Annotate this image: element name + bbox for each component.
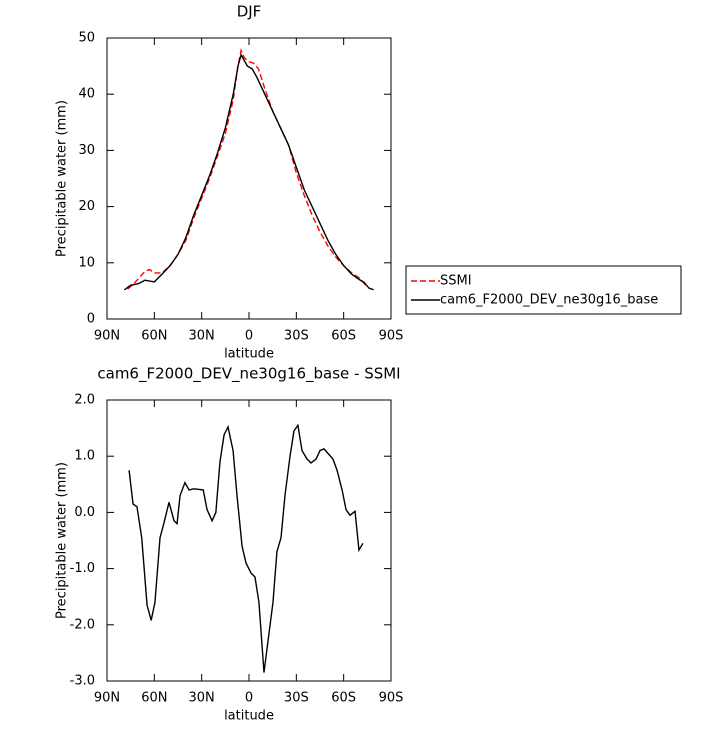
x-tick-label: 30N <box>189 691 215 706</box>
x-tick-label: 90S <box>379 329 404 344</box>
x-tick-label: 30N <box>189 329 215 344</box>
y-tick-label: 50 <box>78 31 95 46</box>
legend-label: SSMI <box>440 274 472 289</box>
y-tick-label: 0 <box>87 312 95 327</box>
data-line <box>127 48 367 290</box>
y-axis-label: Precipitable water (mm) <box>55 462 70 619</box>
y-tick-label: -3.0 <box>70 674 95 689</box>
chart-title: DJF <box>237 3 262 21</box>
x-tick-label: 0 <box>245 691 253 706</box>
y-tick-label: -2.0 <box>70 617 95 632</box>
x-tick-label: 60N <box>141 691 167 706</box>
legend-box <box>405 265 682 315</box>
y-tick-label: 1.0 <box>74 449 95 464</box>
y-tick-label: 40 <box>78 87 95 102</box>
y-tick-label: 2.0 <box>74 393 95 408</box>
y-tick-label: 20 <box>78 199 95 214</box>
x-tick-label: 30S <box>284 691 309 706</box>
legend-label: cam6_F2000_DEV_ne30g16_base <box>440 293 658 308</box>
x-tick-label: 30S <box>284 329 309 344</box>
y-tick-label: 0.0 <box>74 505 95 520</box>
x-axis-label: latitude <box>224 347 274 362</box>
data-line <box>128 423 364 673</box>
x-tick-label: 90S <box>379 691 404 706</box>
y-tick-label: 30 <box>78 143 95 158</box>
y-axis-label: Precipitable water (mm) <box>55 100 70 257</box>
x-tick-label: 60S <box>331 329 356 344</box>
x-tick-label: 90N <box>94 691 120 706</box>
x-tick-label: 60N <box>141 329 167 344</box>
x-tick-label: 90N <box>94 329 120 344</box>
y-tick-label: -1.0 <box>70 561 95 576</box>
data-line <box>123 53 374 291</box>
x-axis-label: latitude <box>224 709 274 724</box>
chart-title: cam6_F2000_DEV_ne30g16_base - SSMI <box>97 365 400 384</box>
y-tick-label: 10 <box>78 255 95 270</box>
x-tick-label: 0 <box>245 329 253 344</box>
plot-frame <box>106 399 392 682</box>
x-tick-label: 60S <box>331 691 356 706</box>
plot-frame <box>106 37 392 320</box>
